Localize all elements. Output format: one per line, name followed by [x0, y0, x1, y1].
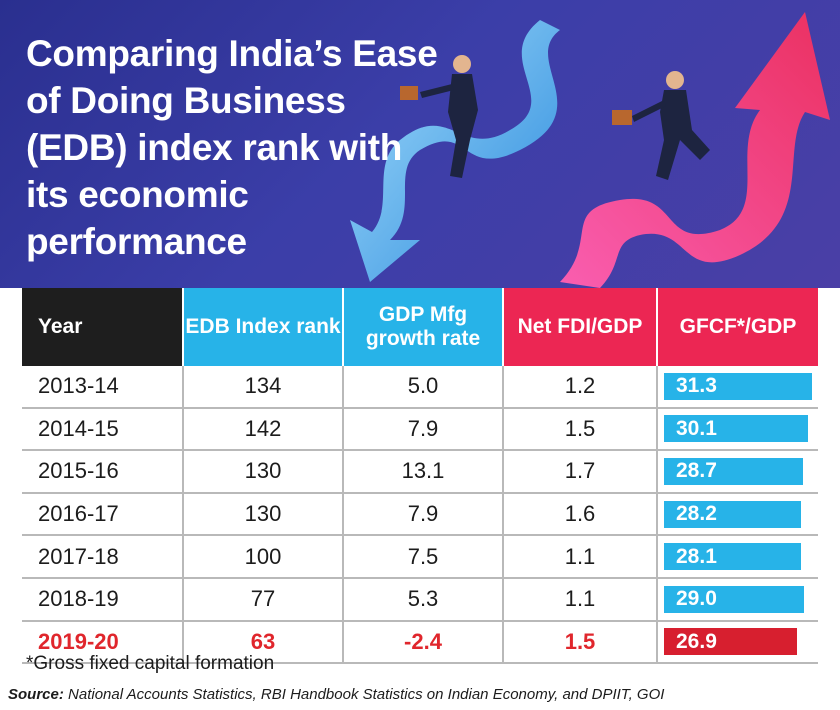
cell-net-fdi: 1.5 — [504, 621, 658, 663]
cell-net-fdi: 1.2 — [504, 366, 658, 407]
cell-gdp-mfg: 5.0 — [344, 366, 504, 407]
up-arrow-icon — [560, 12, 830, 288]
gfcf-bar: 30.1 — [664, 415, 808, 443]
cell-net-fdi: 1.1 — [504, 578, 658, 620]
gfcf-bar: 28.7 — [664, 457, 803, 485]
footnote: *Gross fixed capital formation — [26, 653, 275, 674]
cell-gfcf: 28.7 — [658, 451, 818, 492]
column-header-gfcf: GFCF*/GDP — [658, 288, 818, 366]
cell-gdp-mfg: 7.9 — [344, 493, 504, 535]
table-body: 2013-14 134 5.0 1.2 31.3 2014-15 142 7.9 1.5 30.1… — [22, 366, 818, 665]
cell-net-fdi: 1.6 — [504, 493, 658, 535]
cell-gfcf: 31.3 — [658, 366, 818, 407]
column-header-year: Year — [22, 288, 184, 366]
data-table: Year EDB Index rank GDP Mfg growth rate … — [22, 288, 818, 665]
column-header-net-fdi: Net FDI/GDP — [504, 288, 658, 366]
gfcf-bar: 31.3 — [664, 372, 812, 400]
cell-gdp-mfg: 5.3 — [344, 578, 504, 620]
cell-gfcf: 28.2 — [658, 494, 818, 535]
cell-edb-rank: 130 — [184, 493, 344, 535]
cell-edb-rank: 100 — [184, 536, 344, 577]
cell-year: 2016-17 — [22, 493, 184, 535]
gfcf-bar: 29.0 — [664, 585, 804, 613]
businessman-icon — [612, 71, 710, 180]
gfcf-bar: 26.9 — [664, 628, 797, 656]
cell-edb-rank: 63 — [184, 621, 344, 663]
cell-edb-rank: 142 — [184, 408, 344, 450]
cell-gdp-mfg: 7.9 — [344, 408, 504, 450]
cell-gfcf: 28.1 — [658, 536, 818, 577]
source-text: National Accounts Statistics, RBI Handbo… — [68, 686, 665, 703]
cell-edb-rank: 134 — [184, 366, 344, 407]
table-row: 2013-14 134 5.0 1.2 31.3 — [22, 366, 818, 409]
table-row: 2016-17 130 7.9 1.6 28.2 — [22, 493, 818, 537]
cell-gfcf: 30.1 — [658, 409, 818, 450]
cell-net-fdi: 1.5 — [504, 408, 658, 450]
cell-year: 2019-20 — [22, 621, 184, 663]
table-row: 2015-16 130 13.1 1.7 28.7 — [22, 451, 818, 494]
page-title: Comparing India’s Ease of Doing Business… — [26, 33, 438, 262]
gfcf-bar: 28.1 — [664, 543, 801, 571]
cell-net-fdi: 1.7 — [504, 451, 658, 492]
cell-gdp-mfg: 13.1 — [344, 451, 504, 492]
cell-year: 2017-18 — [22, 536, 184, 577]
cell-gdp-mfg: -2.4 — [344, 621, 504, 663]
cell-edb-rank: 130 — [184, 451, 344, 492]
cell-year: 2013-14 — [22, 366, 184, 407]
table-row: 2014-15 142 7.9 1.5 30.1 — [22, 408, 818, 452]
illustration — [350, 12, 830, 288]
table-row: 2017-18 100 7.5 1.1 28.1 — [22, 536, 818, 579]
cell-year: 2014-15 — [22, 408, 184, 450]
cell-gfcf: 29.0 — [658, 579, 818, 620]
cell-net-fdi: 1.1 — [504, 536, 658, 577]
cell-year: 2018-19 — [22, 578, 184, 620]
gfcf-bar: 28.2 — [664, 500, 801, 528]
source-label: Source: — [8, 686, 64, 703]
column-header-gdp-mfg: GDP Mfg growth rate — [344, 288, 504, 366]
businessman-icon — [400, 55, 478, 178]
cell-gdp-mfg: 7.5 — [344, 536, 504, 577]
column-header-edb-rank: EDB Index rank — [184, 288, 344, 366]
table-row: 2018-19 77 5.3 1.1 29.0 — [22, 578, 818, 622]
header-banner: Comparing India’s Ease of Doing Business… — [0, 0, 840, 288]
table-row: 2019-20 63 -2.4 1.5 26.9 — [22, 621, 818, 665]
down-arrow-icon — [350, 20, 560, 282]
cell-edb-rank: 77 — [184, 578, 344, 620]
table-header: Year EDB Index rank GDP Mfg growth rate … — [22, 288, 818, 366]
cell-year: 2015-16 — [22, 451, 184, 492]
cell-gfcf: 26.9 — [658, 622, 818, 663]
source-note: Source: National Accounts Statistics, RB… — [8, 686, 664, 703]
